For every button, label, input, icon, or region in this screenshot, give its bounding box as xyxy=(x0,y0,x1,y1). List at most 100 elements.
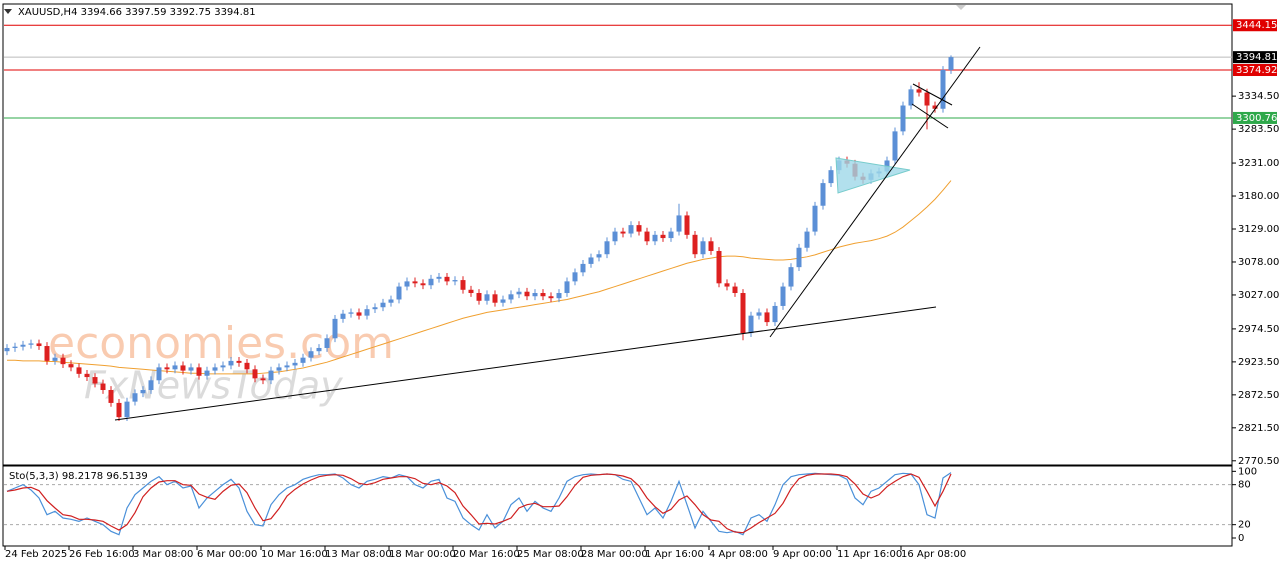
candle-body xyxy=(332,318,338,339)
x-tick-label: 11 Apr 16:00 xyxy=(837,549,902,560)
candle-body xyxy=(356,312,362,316)
price-level-tag xyxy=(1233,51,1277,64)
candle-body xyxy=(244,362,250,370)
x-tick-label: 16 Apr 08:00 xyxy=(901,549,966,560)
candle-body xyxy=(164,367,170,370)
candle-body xyxy=(404,281,410,287)
candle-body xyxy=(124,401,130,418)
y-tick-label: 3078.00 xyxy=(1238,257,1279,268)
candle-body xyxy=(652,234,658,242)
pennant-shape xyxy=(835,157,911,194)
candle-body xyxy=(148,380,154,390)
x-tick-label: 26 Feb 16:00 xyxy=(69,549,135,560)
candle-body xyxy=(116,402,122,418)
candle-body xyxy=(156,367,162,381)
candle-body xyxy=(460,280,466,290)
candle-body xyxy=(820,183,826,206)
stoch-line xyxy=(6,472,952,536)
candle-body xyxy=(596,254,602,258)
candle-body xyxy=(516,291,522,295)
y-tick-label: 100 xyxy=(1238,466,1257,477)
candle-body xyxy=(452,280,458,282)
candle-body xyxy=(740,293,746,334)
y-tick-label: 3283.50 xyxy=(1238,124,1279,135)
candle-body xyxy=(524,291,530,297)
y-tick-label: 3027.00 xyxy=(1238,290,1279,301)
y-tick-label: 3180.00 xyxy=(1238,191,1279,202)
candle-body xyxy=(44,346,50,361)
candle-body xyxy=(716,250,722,284)
chart-title: XAUUSD,H4 3394.66 3397.59 3392.75 3394.8… xyxy=(18,7,256,18)
candle-body xyxy=(764,312,770,323)
candle-body xyxy=(796,247,802,268)
price-level-label: 3300.76 xyxy=(1236,113,1277,124)
x-tick-label: 20 Mar 16:00 xyxy=(453,549,520,560)
candle-body xyxy=(260,378,266,381)
candle-body xyxy=(724,283,730,287)
candle-body xyxy=(276,367,282,371)
candle-body xyxy=(812,205,818,232)
candle-body xyxy=(220,365,226,368)
candle-body xyxy=(588,257,594,264)
candle-body xyxy=(556,293,562,299)
candle-body xyxy=(924,92,930,106)
candle-body xyxy=(732,286,738,294)
candle-body xyxy=(236,360,242,363)
candle-body xyxy=(828,170,834,184)
y-tick-label: 3129.00 xyxy=(1238,224,1279,235)
y-tick-label: 2872.50 xyxy=(1238,390,1279,401)
candle-body xyxy=(668,231,674,239)
trendline xyxy=(769,46,981,338)
moving-average xyxy=(7,180,952,375)
candle-body xyxy=(676,215,682,232)
candle-body xyxy=(692,234,698,255)
candle-body xyxy=(28,343,34,345)
candle-body xyxy=(532,293,538,297)
candle-body xyxy=(20,344,26,347)
y-tick-label: 3334.50 xyxy=(1238,91,1279,102)
candle-body xyxy=(900,105,906,132)
candle-body xyxy=(916,89,922,93)
x-tick-label: 10 Mar 16:00 xyxy=(261,549,328,560)
candle-body xyxy=(348,312,354,314)
candle-body xyxy=(708,241,714,251)
stoch-line xyxy=(6,473,952,534)
candle-body xyxy=(476,293,482,301)
candle-body xyxy=(68,364,74,368)
shift-marker xyxy=(956,5,966,10)
candle-body xyxy=(292,362,298,366)
candle-body xyxy=(60,357,66,365)
candle-body xyxy=(108,389,114,403)
candle-body xyxy=(172,365,178,370)
y-tick-label: 2821.50 xyxy=(1238,423,1279,434)
candle-body xyxy=(908,89,914,106)
menu-arrow[interactable] xyxy=(4,9,12,14)
candle-body xyxy=(892,131,898,161)
price-level-label: 3374.92 xyxy=(1236,65,1277,76)
x-tick-label: 13 Mar 08:00 xyxy=(325,549,392,560)
y-tick-label: 80 xyxy=(1238,480,1251,491)
price-panel-frame xyxy=(2,3,1233,466)
x-tick-label: 4 Apr 08:00 xyxy=(709,549,768,560)
price-level-tag xyxy=(1233,19,1277,32)
candle-body xyxy=(268,370,274,381)
candle-body xyxy=(620,231,626,234)
watermark-group: economies.com FxNewsToday xyxy=(48,318,394,408)
price-level-label: 3444.15 xyxy=(1236,20,1277,31)
candle-body xyxy=(612,231,618,242)
x-tick-label: 24 Feb 2025 xyxy=(5,549,67,560)
candle-body xyxy=(132,393,138,402)
x-tick-label: 18 Mar 00:00 xyxy=(389,549,456,560)
candle-body xyxy=(140,389,146,394)
candle-body xyxy=(628,225,634,234)
y-tick-label: 20 xyxy=(1238,520,1251,531)
candle-body xyxy=(324,338,330,348)
candle-body xyxy=(204,370,210,376)
candle-body xyxy=(636,225,642,232)
candle-body xyxy=(780,286,786,306)
price-level-label: 3394.81 xyxy=(1236,52,1277,63)
candle-body xyxy=(100,383,106,390)
candle-body xyxy=(436,276,442,279)
flag-line xyxy=(912,83,953,106)
